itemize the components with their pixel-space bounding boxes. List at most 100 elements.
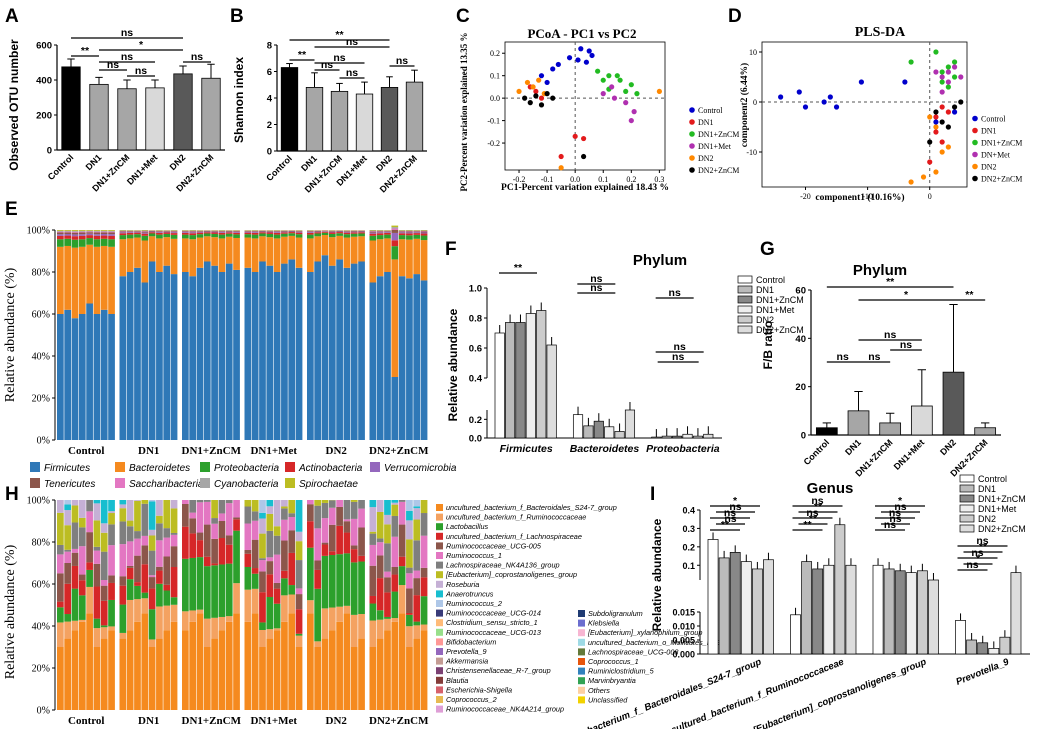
e-legend-swatch [115,462,125,472]
e-stack-segment [57,236,64,239]
h-stack-segment [219,513,226,521]
h-stack-segment [72,553,79,566]
panel-letter-h: H [5,484,19,505]
h-stack-segment [156,584,163,607]
h-stack-segment [219,564,226,617]
d-point [958,99,963,104]
d-legend-label: DN2+ZnCM [981,175,1022,184]
h-stack-segment [163,538,170,557]
d-ylabel: component2 (6.44%) [739,63,750,147]
h-stack-segment [288,500,295,513]
h-legend-label: Bifidobacterium [446,637,496,646]
h-legend-swatch [578,696,585,703]
panel-letter-b: B [230,6,244,27]
h-stack-segment [307,548,314,601]
i-category-label: Prevotella_9 [954,656,1011,687]
c-point [657,89,662,94]
e-stack-segment [101,310,108,440]
h-stack-segment [79,575,86,581]
e-y-tick-label: 60% [32,310,50,321]
b-bar [331,91,348,151]
h-stack-segment [149,609,156,639]
h-stack-segment [211,563,218,565]
e-stack-segment [288,236,295,260]
h-stack-segment [141,545,148,564]
h-stack-segment [57,513,64,545]
d-y-tick-label: 10 [749,48,757,57]
i-bar [791,615,801,654]
h-stack-segment [120,586,127,605]
e-stack-segment [384,238,391,272]
i-bar [763,560,773,654]
f-legend-swatch [738,276,752,283]
h-stack-segment [296,647,303,710]
e-stack-segment [211,231,218,232]
h-stack-segment [219,630,226,710]
h-stack-segment [399,557,406,566]
h-stack-segment [108,583,115,600]
e-stack-segment [197,238,204,268]
h-stack-segment [156,606,163,638]
h-stack-segment [141,593,148,599]
panel-letter-g: G [760,239,775,260]
h-stack-segment [101,523,108,532]
e-stack-segment [134,232,141,233]
e-stack-segment [233,270,240,440]
e-stack-segment [399,233,406,235]
a-bar [90,84,108,150]
i-legend-swatch [960,505,974,512]
e-stack-segment [64,310,71,440]
b-sig-label: ** [298,49,307,61]
h-stack-segment [108,511,115,513]
e-stack-segment [259,232,266,233]
h-stack-segment [94,628,101,647]
e-legend-swatch [200,462,210,472]
d-point [952,74,957,79]
h-stack-segment [219,617,226,630]
e-stack-segment [141,236,148,241]
h-stack-segment [57,602,64,608]
f-bar [584,426,593,438]
h-stack-segment [391,622,398,710]
g-y-tick-label: 0 [801,431,806,442]
f-y-tick-label: 1.0 [469,284,482,295]
e-stack-segment [219,231,226,232]
a-y-tick-label: 0 [47,146,52,157]
e-stack-segment [421,240,428,280]
e-stack-segment [421,231,428,232]
e-stack-segment [101,246,108,310]
e-stack-segment [86,232,93,233]
h-stack-segment [134,622,141,710]
phylum-f-title: Phylum [633,252,687,269]
h-stack-segment [370,500,377,507]
d-legend-marker [972,116,978,122]
h-stack-segment [226,564,233,617]
h-stack-segment [94,547,101,551]
e-stack-segment [64,239,71,246]
h-stack-segment [182,504,189,527]
g-x-tick-label: DN2 [938,437,958,457]
h-stack-segment [370,647,377,710]
h-stack-segment [266,531,273,557]
h-stack-segment [204,619,211,647]
g-bar [816,428,837,435]
e-y-tick-label: 40% [32,352,50,363]
h-legend-swatch [436,619,443,626]
e-stack-segment [226,232,233,233]
h-legend-swatch [436,533,443,540]
h-stack-segment [79,620,86,622]
h-stack-segment [421,577,428,596]
h-stack-segment [204,502,211,525]
d-point [952,64,957,69]
h-stack-segment [314,641,321,647]
e-stack-segment [245,238,252,268]
e-stack-segment [101,230,108,231]
pcoa-title: PCoA - PC1 vs PC2 [527,26,636,41]
e-stack-segment [322,233,329,235]
h-stack-segment [266,500,273,506]
a-sig-label: ns [191,51,203,63]
h-legend-label: Ruminococcaceae_NK4A214_group [446,705,564,714]
h-stack-segment [101,552,108,580]
h-stack-segment [182,500,189,504]
